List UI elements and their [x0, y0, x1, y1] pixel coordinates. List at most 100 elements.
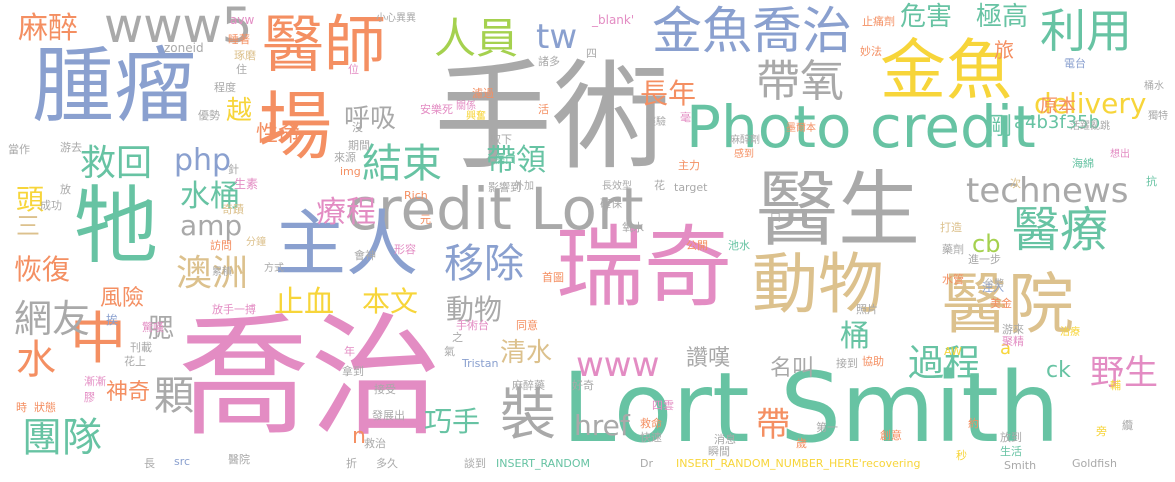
- word-kanzai: 刊載: [130, 341, 152, 354]
- word-qingshui: 清水: [500, 338, 553, 368]
- word-yuanben: 原本: [1040, 96, 1076, 117]
- word-luguo: 濾過: [472, 87, 494, 100]
- word-yingxiang: 影響到: [488, 181, 521, 194]
- word-benwen: 本文: [362, 285, 419, 318]
- word-jingsu: 驚嘆: [142, 321, 164, 334]
- word-renyuan: 人員: [434, 14, 519, 63]
- word-zhen: 針: [228, 163, 239, 176]
- word-fang: 放: [60, 183, 71, 196]
- word-dongwu2: 動物: [446, 293, 503, 326]
- word-amp: amp: [180, 209, 243, 242]
- word-zhangnian: 長年: [640, 77, 697, 110]
- word-fangdao: 放到: [1000, 431, 1022, 444]
- word-zhu: 住: [236, 63, 247, 76]
- word-gongsi: 公開: [686, 239, 708, 252]
- word-hua: 花: [654, 179, 665, 192]
- word-qi: 氣: [444, 345, 455, 358]
- word-sui: 歲: [796, 437, 807, 450]
- word-chengdu: 程度: [214, 81, 236, 94]
- word-fenjin: 分鐘: [246, 237, 266, 248]
- word-tong: 桶: [840, 319, 870, 354]
- word-tw: tw: [536, 17, 578, 57]
- word-moerben: 墨爾本: [786, 123, 816, 134]
- word-xiaoxin: 小心異異: [376, 13, 416, 24]
- word-chuankou: 傷口: [494, 153, 516, 166]
- word-yichu: 移除: [444, 241, 524, 287]
- word-shunjian: 瞬間: [708, 445, 730, 458]
- word-jiedao: 接到: [836, 357, 858, 370]
- word-anlesi: 安樂死: [420, 103, 453, 116]
- word-fangshi: 方式: [264, 263, 284, 274]
- word-haimian: 海綿: [1072, 157, 1094, 170]
- word-technews: technews: [966, 171, 1129, 211]
- word-qiquxia: 取下: [490, 133, 512, 146]
- word-shuiguan: 水管: [942, 273, 964, 286]
- word-jigao: 極高: [976, 2, 1029, 32]
- word-jiuhui: 救回: [80, 143, 153, 184]
- word-yiyuan2: 醫院: [228, 453, 250, 466]
- word-zhuangtai: 狀態: [34, 401, 56, 414]
- word-zantan: 讚嘆: [686, 346, 731, 371]
- word-fu: 輔: [1110, 379, 1121, 392]
- word-mingjiao: 名叫: [770, 356, 815, 381]
- word-shenghuo: 生活: [1000, 445, 1022, 458]
- word-jinglian: 經驗: [646, 117, 666, 128]
- word-youqu: 游去: [60, 141, 82, 154]
- word-shuitong: 水桶: [180, 179, 240, 214]
- word-a: a: [1000, 338, 1012, 359]
- word-blank: _blank': [592, 13, 635, 27]
- word-waijia: 外加: [514, 181, 534, 192]
- word-a4b3f35b: a4b3f35b: [1014, 112, 1101, 133]
- word-siwen: 四雲: [652, 399, 674, 412]
- word-dazao: 打造: [940, 221, 962, 234]
- word-chang: 場: [258, 84, 332, 170]
- word-wei: 位: [348, 63, 359, 76]
- word-jinyu: 金魚: [880, 32, 1012, 109]
- word-dai: 帶: [756, 405, 790, 445]
- word-ci: 次: [1010, 177, 1021, 190]
- word-tai: 台幣: [984, 279, 1004, 290]
- word-tiaolian: 挨: [106, 313, 119, 327]
- word-shui: 水: [16, 337, 56, 383]
- word-jieshou: 接受: [374, 383, 396, 396]
- word-xiezhu: 協助: [862, 355, 884, 368]
- word-fengxian: 風險: [100, 286, 145, 311]
- word-fangshou: 放手一搏: [212, 303, 256, 316]
- word-shengsu: 生素: [234, 177, 259, 191]
- word-zhuru: 注入: [982, 281, 1004, 294]
- word-wangyou: 網友: [14, 297, 91, 341]
- word-href: href: [574, 409, 630, 442]
- word-weixian: 危害: [900, 2, 953, 32]
- word-tou: 頭: [16, 183, 45, 216]
- word-ruiqi: 瑞奇: [556, 216, 733, 319]
- word-mazui: 麻醉: [18, 11, 78, 46]
- word-daiyang: 帶氧: [756, 56, 844, 107]
- word-fazhan: 發展出: [372, 409, 405, 422]
- word-zhengjing: 聚精: [1002, 335, 1024, 348]
- word-dute: 獨特: [1148, 111, 1168, 122]
- word-jiuzhi: 救治: [364, 437, 386, 450]
- word-img: img: [340, 165, 361, 178]
- word-miaofa: 妙法: [860, 45, 882, 58]
- word-lortsmith: Lort Smith: [562, 352, 1060, 464]
- word-zhuduo: 諸多: [538, 55, 560, 68]
- word-yuan: 元: [420, 213, 431, 226]
- word-yesheng: 野生: [1090, 353, 1158, 393]
- word-shouhuo: 首圖: [542, 271, 564, 284]
- word-dongwu: 動物: [752, 246, 884, 323]
- word-tongyi: 同意: [516, 319, 538, 332]
- word-zhe: 折: [346, 457, 357, 470]
- word-jianjian: 漸漸: [84, 375, 106, 388]
- word-zhiyu: 止痛劑: [862, 15, 895, 28]
- word-haoqi: 好奇: [572, 379, 594, 392]
- word-liaocheng: 療程: [316, 195, 376, 230]
- word-yisheng: 醫生: [756, 163, 921, 258]
- word-creditlort: credit Lort: [346, 175, 644, 243]
- word-guocheng: 過程: [908, 343, 981, 384]
- word-leiji: 累積: [212, 267, 232, 278]
- word-tuandui: 團隊: [22, 415, 102, 461]
- word-qijian: 期間: [348, 139, 370, 152]
- word-xingrong: 形容: [394, 243, 416, 256]
- word-zhaopian: 照片: [856, 303, 878, 316]
